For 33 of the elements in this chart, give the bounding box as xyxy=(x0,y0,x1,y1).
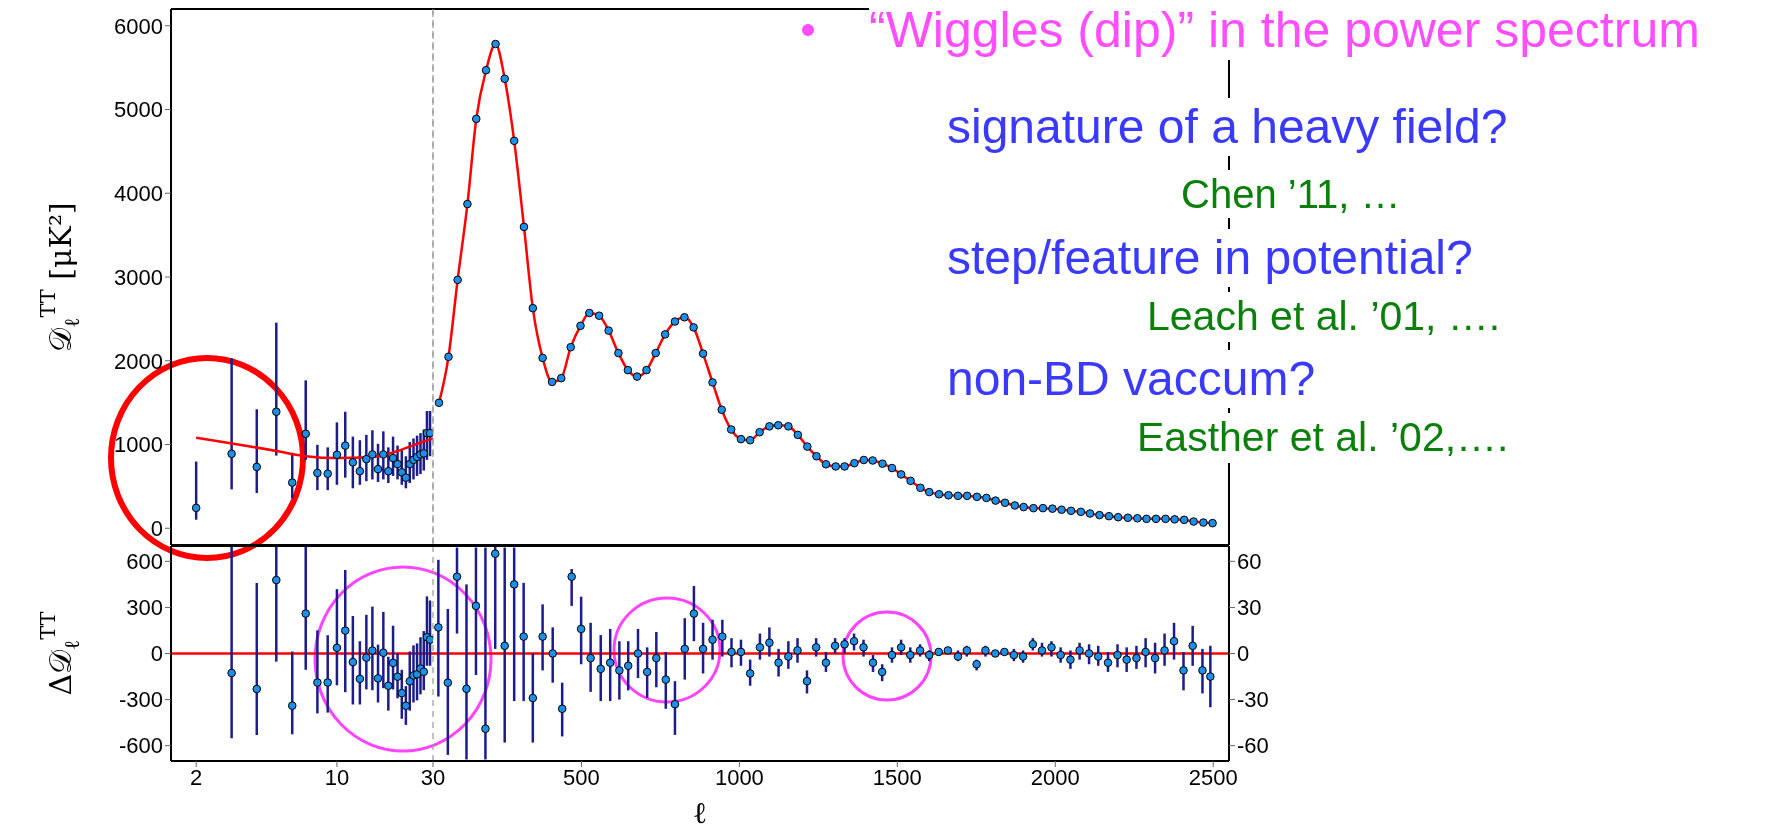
y-tick-label: 2000 xyxy=(114,348,163,374)
x-tick-label: 10 xyxy=(324,764,350,790)
x-tick-label: 30 xyxy=(420,764,446,790)
y-tick-label: 3000 xyxy=(114,264,163,290)
y-tick-label: -600 xyxy=(118,733,163,759)
y-tick-label: 6000 xyxy=(114,13,163,39)
x-tick-label: 1500 xyxy=(872,764,922,790)
y-tick-label: 300 xyxy=(126,595,163,621)
x-tick-label: 2 xyxy=(190,764,203,790)
y-tick-label: 0 xyxy=(1237,641,1250,667)
annotation: Chen ’11, … xyxy=(1181,170,1401,218)
y-tick-label: 1000 xyxy=(114,432,163,458)
y-tick-label: -60 xyxy=(1237,733,1269,759)
annotation: Leach et al. ’01, …. xyxy=(1147,292,1501,342)
y-tick-label: 0 xyxy=(150,641,163,667)
annotation: signature of a heavy field? xyxy=(947,98,1508,156)
x-tick-label: 1000 xyxy=(714,764,764,790)
y-tick-label: 60 xyxy=(1237,549,1262,575)
y-tick-label: 30 xyxy=(1237,595,1262,621)
y-tick-label: 4000 xyxy=(114,181,163,207)
x-tick-label: 2500 xyxy=(1188,764,1238,790)
y-tick-label: 600 xyxy=(126,549,163,575)
x-tick-label: 500 xyxy=(563,764,600,790)
y-tick-label: -300 xyxy=(118,687,163,713)
annotation: step/feature in potential? xyxy=(947,229,1473,287)
y-tick-label: 5000 xyxy=(114,97,163,123)
annotation: non-BD vaccum? xyxy=(947,350,1316,408)
y-tick-label: 0 xyxy=(150,516,163,542)
annotation: “Wiggles (dip)” in the power spectrum xyxy=(869,0,1700,60)
x-tick-label: 2000 xyxy=(1030,764,1080,790)
x-axis-title: ℓ xyxy=(692,795,708,830)
annotation: Easther et al. ’02,…. xyxy=(1137,413,1509,463)
y-tick-label: -30 xyxy=(1237,687,1269,713)
